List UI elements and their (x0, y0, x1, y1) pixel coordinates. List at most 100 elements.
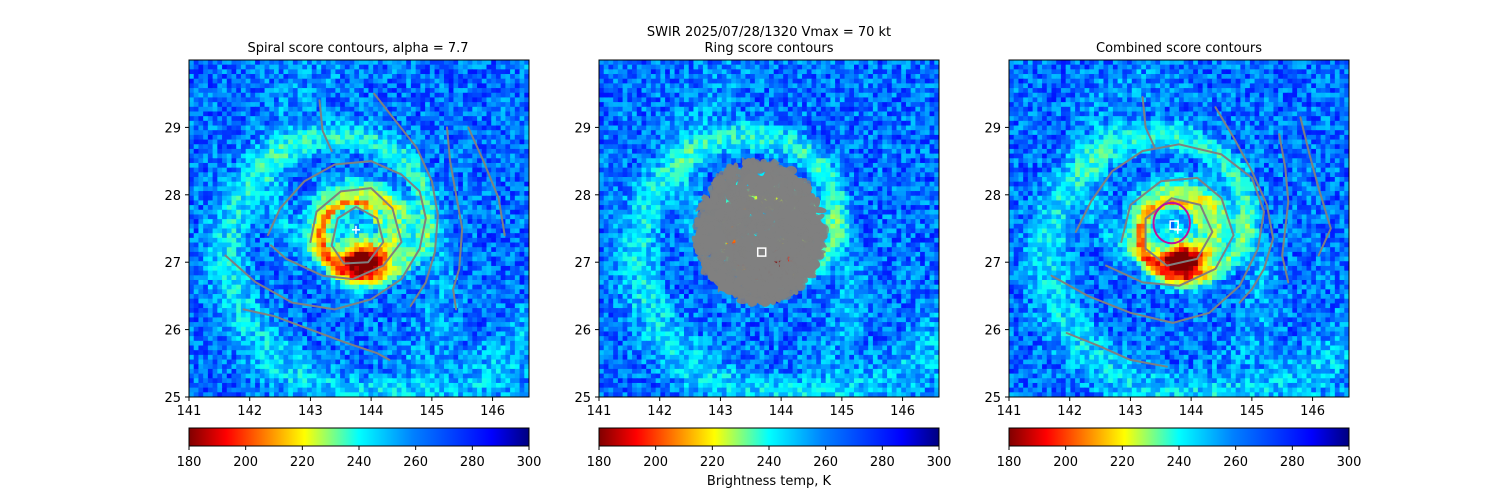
heatmap-cell (363, 279, 370, 286)
heatmap-cell (302, 88, 308, 94)
heatmap-cell (406, 345, 412, 351)
heatmap-cell (486, 322, 492, 328)
heatmap-cell (481, 219, 488, 225)
heatmap-cell (316, 261, 322, 267)
heatmap-cell (510, 148, 516, 155)
heatmap-cell (382, 172, 388, 178)
heatmap-cell (340, 223, 346, 230)
heatmap-cell (302, 237, 308, 244)
heatmap-cell (462, 223, 469, 230)
heatmap-cell (524, 102, 529, 108)
heatmap-cell (486, 116, 492, 122)
heatmap-cell (321, 219, 327, 225)
heatmap-cell (335, 326, 341, 333)
heatmap-cell (377, 373, 384, 379)
heatmap-cell (458, 354, 464, 361)
heatmap-cell (434, 373, 440, 379)
heatmap-cell (236, 92, 242, 99)
heatmap-cell (222, 275, 228, 281)
heatmap-cell (396, 116, 403, 122)
heatmap-cell (321, 191, 327, 197)
heatmap-cell (311, 308, 318, 314)
heatmap-cell (274, 102, 280, 108)
heatmap-cell (434, 247, 440, 253)
heatmap-cell (481, 275, 488, 281)
heatmap-cell (486, 148, 492, 155)
heatmap-cell (354, 64, 360, 70)
heatmap-cell (269, 303, 275, 309)
heatmap-cell (259, 120, 266, 127)
heatmap-cell (434, 162, 440, 169)
heatmap-cell (359, 125, 365, 131)
heatmap-cell (453, 144, 459, 150)
heatmap-cell (212, 237, 218, 244)
heatmap-cell (462, 303, 469, 309)
heatmap-cell (259, 308, 266, 314)
heatmap-cell (429, 172, 436, 178)
heatmap-cell (321, 303, 327, 309)
heatmap-cell (274, 181, 280, 187)
heatmap-cell (212, 148, 218, 155)
heatmap-cell (363, 116, 370, 122)
heatmap-cell (269, 83, 275, 89)
heatmap-cell (401, 102, 407, 108)
heatmap-cell (189, 134, 195, 141)
heatmap-cell (307, 219, 313, 225)
heatmap-cell (307, 134, 313, 141)
heatmap-cell (420, 303, 426, 309)
heatmap-cell (292, 167, 299, 173)
heatmap-cell (250, 382, 256, 389)
heatmap-cell (193, 134, 200, 141)
heatmap-cell (363, 308, 370, 314)
heatmap-cell (344, 298, 351, 304)
heatmap-cell (415, 265, 421, 272)
heatmap-cell (335, 92, 341, 99)
heatmap-cell (392, 162, 398, 169)
heatmap-cell (354, 331, 360, 337)
heatmap-cell (481, 270, 488, 276)
heatmap-cell (481, 373, 488, 379)
heatmap-cell (269, 92, 275, 99)
heatmap-cell (198, 382, 204, 389)
heatmap-cell (288, 172, 294, 178)
heatmap-cell (269, 247, 275, 253)
heatmap-cell (269, 120, 275, 127)
heatmap-cell (354, 120, 360, 127)
heatmap-cell (259, 261, 266, 267)
heatmap-cell (288, 223, 294, 230)
heatmap-cell (245, 378, 251, 384)
heatmap-cell (250, 345, 256, 351)
heatmap-cell (250, 116, 256, 122)
heatmap-cell (335, 167, 341, 173)
heatmap-cell (311, 237, 318, 244)
heatmap-cell (231, 219, 237, 225)
heatmap-cell (519, 270, 525, 276)
heatmap-cell (415, 139, 421, 145)
heatmap-cell (217, 116, 223, 122)
heatmap-cell (462, 345, 469, 351)
heatmap-cell (467, 111, 473, 117)
heatmap-cell (207, 106, 214, 113)
heatmap-cell (259, 106, 266, 113)
heatmap-cell (325, 345, 332, 351)
heatmap-cell (462, 64, 469, 70)
heatmap-cell (505, 256, 511, 262)
heatmap-cell (396, 284, 403, 290)
heatmap-cell (212, 345, 218, 351)
heatmap-cell (240, 322, 247, 328)
heatmap-cell (396, 78, 403, 84)
heatmap-cell (392, 130, 398, 136)
heatmap-cell (349, 326, 355, 333)
heatmap-cell (467, 200, 473, 206)
heatmap-cell (410, 247, 417, 253)
heatmap-cell (495, 228, 502, 234)
heatmap-cell (462, 88, 469, 94)
heatmap-cell (519, 251, 525, 258)
heatmap-cell (274, 134, 280, 141)
heatmap-cell (231, 294, 237, 300)
heatmap-cell (467, 279, 473, 286)
heatmap-cell (392, 74, 398, 80)
heatmap-cell (203, 322, 209, 328)
heatmap-cell (198, 378, 204, 384)
heatmap-cell (288, 64, 294, 70)
